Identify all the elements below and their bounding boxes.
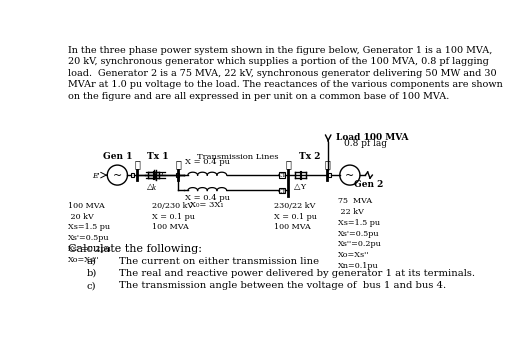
- Text: Load 100 MVA: Load 100 MVA: [336, 133, 409, 142]
- Text: 20/230 kV
X = 0.1 pu
100 MVA: 20/230 kV X = 0.1 pu 100 MVA: [152, 202, 195, 231]
- Text: 0.8 pf lag: 0.8 pf lag: [344, 139, 387, 148]
- Text: r: r: [160, 170, 164, 178]
- Bar: [176, 173, 179, 177]
- Text: Y: Y: [300, 183, 305, 191]
- Text: ~: ~: [345, 171, 355, 181]
- Text: Tx 2: Tx 2: [299, 152, 321, 161]
- Text: △: △: [147, 183, 154, 191]
- Text: 75  MVA
 22 kV
Xs=1.5 pu
Xs'=0.5pu
Xs''=0.2pu
Xo=Xs''
Xn=0.1pu: 75 MVA 22 kV Xs=1.5 pu Xs'=0.5pu Xs''=0.…: [338, 198, 382, 270]
- Text: Calculate the following:: Calculate the following:: [68, 244, 202, 254]
- Text: X₀= 3X₁: X₀= 3X₁: [190, 201, 224, 209]
- Text: CT: CT: [277, 189, 286, 194]
- Text: a): a): [86, 257, 96, 266]
- Text: E': E': [92, 172, 100, 180]
- Bar: [279, 172, 285, 178]
- Text: X = 0.4 pu: X = 0.4 pu: [185, 158, 230, 166]
- Text: ①: ①: [135, 160, 140, 169]
- Text: Gen 1: Gen 1: [103, 152, 132, 161]
- Text: △: △: [294, 183, 300, 191]
- Text: Transmission Lines: Transmission Lines: [197, 153, 278, 161]
- Text: Tx 1: Tx 1: [147, 152, 169, 161]
- Text: Gen 2: Gen 2: [354, 180, 383, 189]
- Text: 230/22 kV
X = 0.1 pu
100 MVA: 230/22 kV X = 0.1 pu 100 MVA: [274, 202, 317, 231]
- Text: k: k: [152, 184, 156, 192]
- Text: CT: CT: [277, 173, 286, 178]
- Text: ③: ③: [286, 160, 291, 169]
- Text: c): c): [86, 281, 96, 290]
- Text: b): b): [86, 269, 97, 278]
- Bar: [328, 173, 331, 177]
- Text: ~: ~: [113, 171, 122, 181]
- Text: The transmission angle between the voltage of  bus 1 and bus 4.: The transmission angle between the volta…: [119, 281, 446, 290]
- Text: In the three phase power system shown in the figure below, Generator 1 is a 100 : In the three phase power system shown in…: [68, 46, 502, 101]
- Text: The current on either transmission line: The current on either transmission line: [119, 257, 319, 266]
- Text: 100 MVA
 20 kV
Xs=1.5 pu
Xs'=0.5pu
Xs''=0.2pu
Xo=Xs'': 100 MVA 20 kV Xs=1.5 pu Xs'=0.5pu Xs''=0…: [68, 202, 112, 263]
- Text: ④: ④: [325, 160, 330, 169]
- Text: The real and reactive power delivered by generator 1 at its terminals.: The real and reactive power delivered by…: [119, 269, 475, 278]
- Text: X = 0.4 pu: X = 0.4 pu: [185, 194, 230, 202]
- Bar: [279, 188, 285, 193]
- Bar: [131, 173, 134, 177]
- Text: ②: ②: [176, 160, 181, 169]
